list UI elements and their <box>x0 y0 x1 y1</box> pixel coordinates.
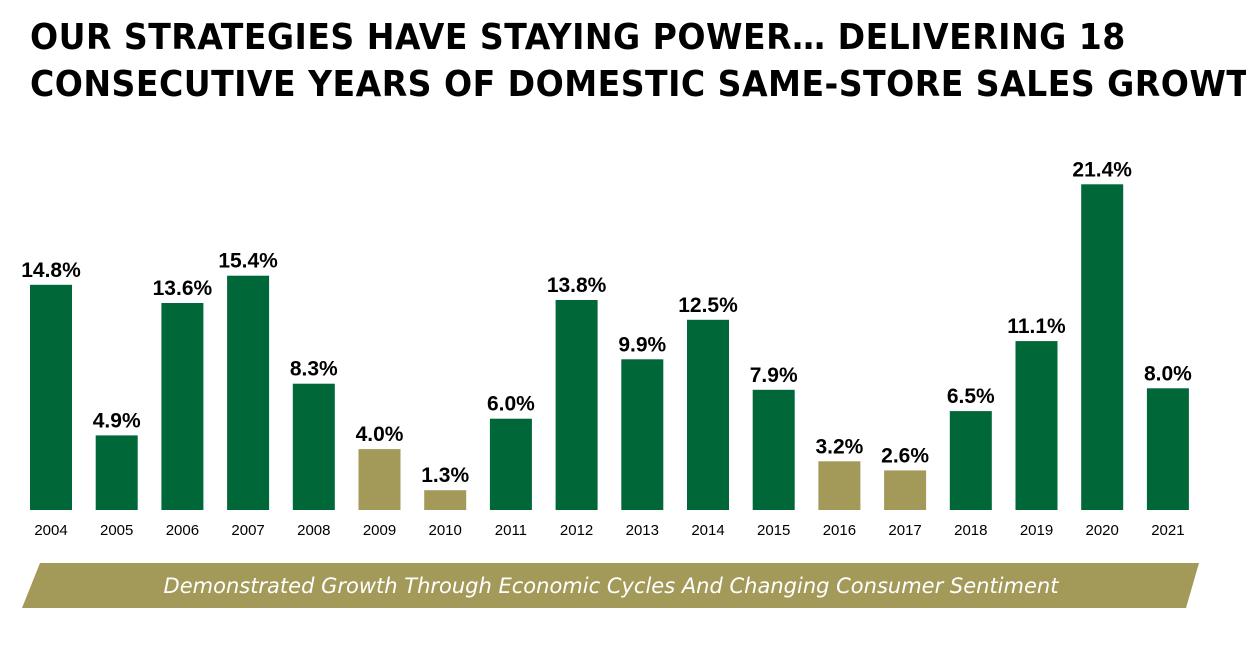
category-label-2008: 2008 <box>297 522 330 539</box>
bar-2015 <box>752 389 795 510</box>
category-labels-group: 2004 2005 2006 2007 2008 2009 2010 2011 2012 2013… <box>34 522 1184 539</box>
value-label-2020: 21.4% <box>1072 158 1132 181</box>
bar-2004 <box>30 284 72 510</box>
category-label-2012: 2012 <box>560 522 593 539</box>
bar-2006 <box>161 303 204 510</box>
value-label-2012: 13.8% <box>547 274 607 297</box>
bar-2021 <box>1146 388 1189 510</box>
value-label-2006: 13.6% <box>153 277 213 300</box>
bar-2008 <box>292 383 335 510</box>
value-label-2017: 2.6% <box>881 444 929 467</box>
category-label-2010: 2010 <box>429 522 462 539</box>
bars-group <box>30 184 1189 511</box>
bar-2012 <box>555 300 598 510</box>
bar-2005 <box>95 435 138 510</box>
category-label-2015: 2015 <box>757 522 790 539</box>
value-labels-group: 14.8% 4.9% 13.6%15.4% 8.3% 4.0% 1.3% 6.0% 13.8%… <box>21 158 1192 487</box>
bar-2014 <box>687 319 729 510</box>
value-label-2019: 11.1% <box>1007 315 1066 338</box>
value-label-2009: 4.0% <box>356 423 404 446</box>
page-title: OUR STRATEGIES HAVE STAYING POWER… DELIV… <box>30 14 1246 108</box>
category-label-2020: 2020 <box>1086 522 1119 539</box>
bar-2017 <box>884 470 927 510</box>
value-label-2016: 3.2% <box>815 435 863 458</box>
bar-2020 <box>1081 184 1124 511</box>
title-line-2: CONSECUTIVE YEARS OF DOMESTIC SAME-STORE… <box>30 64 1246 105</box>
value-label-2008: 8.3% <box>290 358 338 381</box>
bar-2009 <box>358 449 401 510</box>
category-label-2018: 2018 <box>954 522 987 539</box>
value-label-2004: 14.8% <box>21 259 81 282</box>
category-label-2005: 2005 <box>100 522 133 539</box>
bar-2019 <box>1015 341 1058 510</box>
category-label-2016: 2016 <box>823 522 856 539</box>
category-label-2007: 2007 <box>231 522 264 539</box>
bar-2013 <box>621 359 664 510</box>
category-label-2013: 2013 <box>626 522 659 539</box>
category-label-2021: 2021 <box>1151 522 1184 539</box>
banner: Demonstrated Growth Through Economic Cyc… <box>22 563 1199 608</box>
bar-2016 <box>818 461 861 510</box>
value-label-2015: 7.9% <box>750 364 798 387</box>
bar-2018 <box>949 411 992 510</box>
value-label-2005: 4.9% <box>93 409 141 432</box>
bar-2011 <box>489 418 532 510</box>
value-label-2014: 12.5% <box>678 294 738 317</box>
value-label-2013: 9.9% <box>618 333 666 356</box>
category-label-2014: 2014 <box>691 522 724 539</box>
category-label-2011: 2011 <box>495 522 527 539</box>
banner-background <box>22 563 1199 608</box>
category-label-2009: 2009 <box>363 522 396 539</box>
bar-2010 <box>424 490 467 510</box>
value-label-2011: 6.0% <box>487 393 535 416</box>
banner-text: Demonstrated Growth Through Economic Cyc… <box>164 574 1060 598</box>
value-label-2018: 6.5% <box>947 385 995 408</box>
category-label-2004: 2004 <box>34 522 67 539</box>
category-label-2006: 2006 <box>166 522 199 539</box>
bar-2007 <box>227 275 270 510</box>
title-line-1: OUR STRATEGIES HAVE STAYING POWER… DELIV… <box>30 17 1126 58</box>
category-label-2017: 2017 <box>888 522 921 539</box>
value-label-2021: 8.0% <box>1144 362 1192 385</box>
value-label-2007: 15.4% <box>218 250 278 273</box>
value-label-2010: 1.3% <box>421 464 469 487</box>
category-label-2019: 2019 <box>1020 522 1053 539</box>
